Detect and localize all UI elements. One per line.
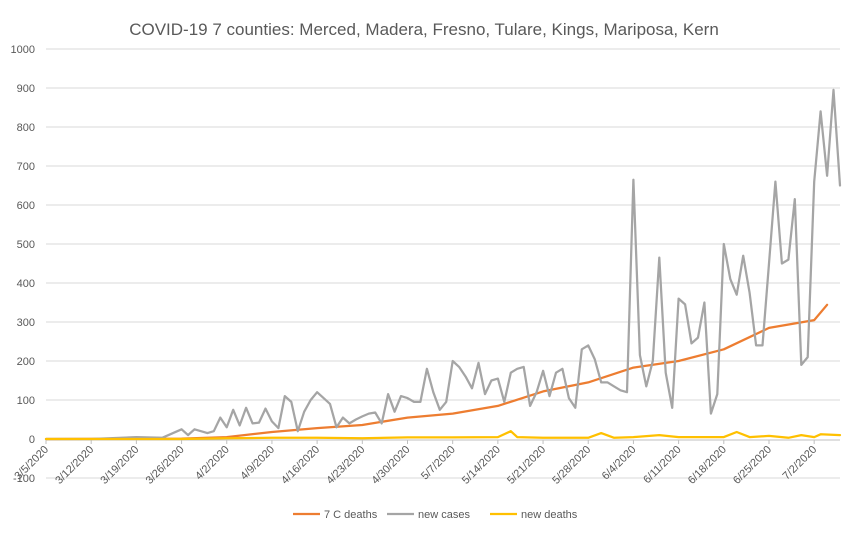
y-tick-label: 900 (17, 83, 35, 95)
legend: 7 C deaths new cases new deaths (293, 509, 578, 521)
y-tick-label: 300 (17, 317, 35, 329)
series-lines (44, 88, 842, 441)
y-axis-tick-labels: -100 0 100 200 300 400 500 600 700 800 900 1000 (11, 44, 35, 485)
y-tick-label: 400 (17, 278, 35, 290)
y-tick-label: 700 (17, 161, 35, 173)
y-tick-label: -100 (13, 473, 35, 485)
series-line-1 (44, 88, 842, 441)
y-tick-label: 1000 (11, 44, 35, 56)
legend-label: new deaths (521, 509, 578, 521)
chart-title: COVID-19 7 counties: Merced, Madera, Fre… (129, 20, 719, 39)
legend-label: new cases (418, 509, 470, 521)
legend-label: 7 C deaths (324, 509, 378, 521)
y-tick-label: 0 (29, 434, 35, 446)
y-tick-label: 600 (17, 200, 35, 212)
series-line-0 (44, 303, 829, 441)
y-tick-label: 100 (17, 395, 35, 407)
gridlines (46, 48, 840, 479)
y-tick-label: 500 (17, 239, 35, 251)
series-line-2 (44, 430, 842, 441)
y-tick-label: 800 (17, 122, 35, 134)
y-tick-label: 200 (17, 356, 35, 368)
